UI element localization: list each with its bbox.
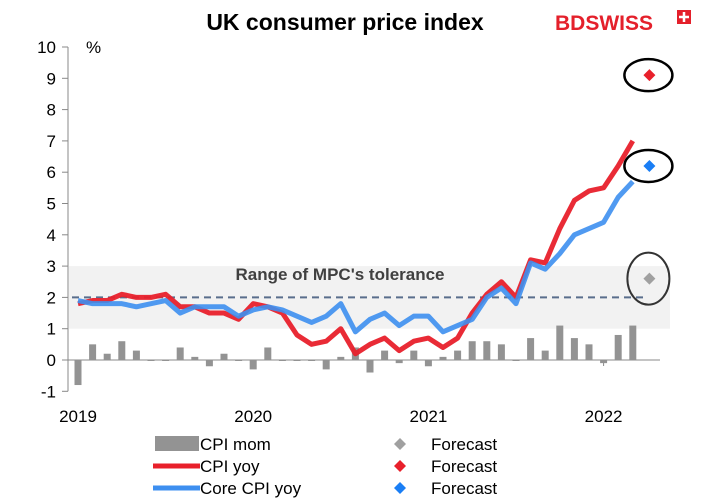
cpi-mom-bar — [205, 360, 213, 367]
cpi-mom-bar — [527, 338, 535, 360]
cpi-mom-bar — [541, 350, 549, 360]
cpi-mom-bar — [556, 325, 564, 360]
legend-label: Core CPI yoy — [200, 479, 302, 498]
legend-forecast-label: Forecast — [431, 435, 497, 454]
x-tick-label: 2020 — [234, 407, 272, 426]
cpi-mom-bar — [512, 360, 520, 361]
highlight-oval — [626, 251, 671, 306]
y-tick-label: 1 — [47, 320, 56, 339]
y-tick-label: 6 — [47, 163, 56, 182]
y-tick-label: 9 — [47, 69, 56, 88]
highlight-oval — [623, 148, 674, 184]
legend-forecast-marker — [394, 482, 406, 494]
cpi-mom-bar — [220, 353, 228, 360]
cpi-mom-bar — [235, 360, 243, 361]
x-tick-label: 2022 — [585, 407, 623, 426]
band-label: Range of MPC's tolerance — [235, 265, 444, 284]
legend-forecast-label: Forecast — [431, 479, 497, 498]
y-tick-label: 8 — [47, 101, 56, 120]
cpi-mom-bar — [614, 334, 622, 360]
cpi-mom-bar — [264, 347, 272, 360]
cpi-mom-bar — [308, 360, 316, 361]
y-tick-label: -1 — [41, 382, 56, 401]
x-tick-label: 2019 — [59, 407, 97, 426]
cpi-mom-bar — [337, 356, 345, 360]
cpi-mom-bar — [483, 341, 491, 360]
legend-label: CPI mom — [200, 435, 271, 454]
cpi-yoy-line — [77, 139, 635, 357]
legend-forecast-marker — [394, 460, 406, 472]
x-tick-label: 2021 — [409, 407, 447, 426]
y-tick-label: 0 — [47, 351, 56, 370]
legend-forecast-marker — [394, 438, 406, 450]
cpi-mom-bar — [410, 350, 418, 360]
forecast-mom-marker — [643, 272, 656, 285]
cpi-mom-bar — [191, 356, 199, 360]
y-tick-label: 2 — [47, 288, 56, 307]
cpi-mom-bar — [132, 350, 140, 360]
cpi-mom-bar — [278, 360, 286, 361]
cpi-mom-bar — [454, 350, 462, 360]
y-tick-label: 4 — [47, 226, 56, 245]
cpi-mom-bar — [629, 325, 637, 360]
y-tick-label: 3 — [47, 257, 56, 276]
cpi-mom-bar — [381, 350, 389, 360]
highlight-oval — [623, 57, 674, 93]
bdswiss-logo: BDSWISS — [555, 10, 691, 35]
y-tick-label: 5 — [47, 195, 56, 214]
y-tick-label: 10 — [37, 38, 56, 57]
cpi-mom-bar — [600, 360, 608, 364]
y-axis-unit: % — [86, 38, 101, 57]
cpi-mom-bar — [322, 360, 330, 370]
legend-label: CPI yoy — [200, 457, 260, 476]
cpi-mom-bar — [395, 360, 403, 364]
cpi-mom-bar — [147, 360, 155, 361]
cpi-mom-bar — [103, 353, 111, 360]
forecast-cpi-marker — [643, 69, 656, 82]
y-tick-label: 7 — [47, 132, 56, 151]
legend: CPI mom Forecast CPI yoy Forecast Core CPI y… — [153, 435, 497, 498]
cpi-mom-bar — [439, 356, 447, 360]
legend-forecast-label: Forecast — [431, 457, 497, 476]
chart-title: UK consumer price index — [206, 9, 484, 35]
logo-cross-mark — [679, 12, 689, 22]
forecast-core-marker — [643, 159, 656, 172]
cpi-mom-bar — [570, 338, 578, 360]
cpi-mom-bar — [118, 341, 126, 360]
cpi-mom-bar — [424, 360, 432, 367]
legend-swatch-bar — [155, 436, 199, 451]
cpi-mom-bar — [293, 360, 301, 361]
cpi-mom-bar — [176, 347, 184, 360]
cpi-mom-bar — [74, 360, 82, 386]
cpi-mom-bar — [89, 344, 97, 360]
logo-text: BDSWISS — [555, 12, 653, 35]
cpi-mom-bar — [585, 344, 593, 360]
cpi-mom-bar — [366, 360, 374, 373]
cpi-mom-bar — [497, 344, 505, 360]
cpi-mom-bar — [162, 360, 170, 361]
core-cpi-yoy-line — [77, 179, 635, 335]
cpi-mom-bar — [249, 360, 257, 370]
cpi-mom-bar — [468, 341, 476, 360]
